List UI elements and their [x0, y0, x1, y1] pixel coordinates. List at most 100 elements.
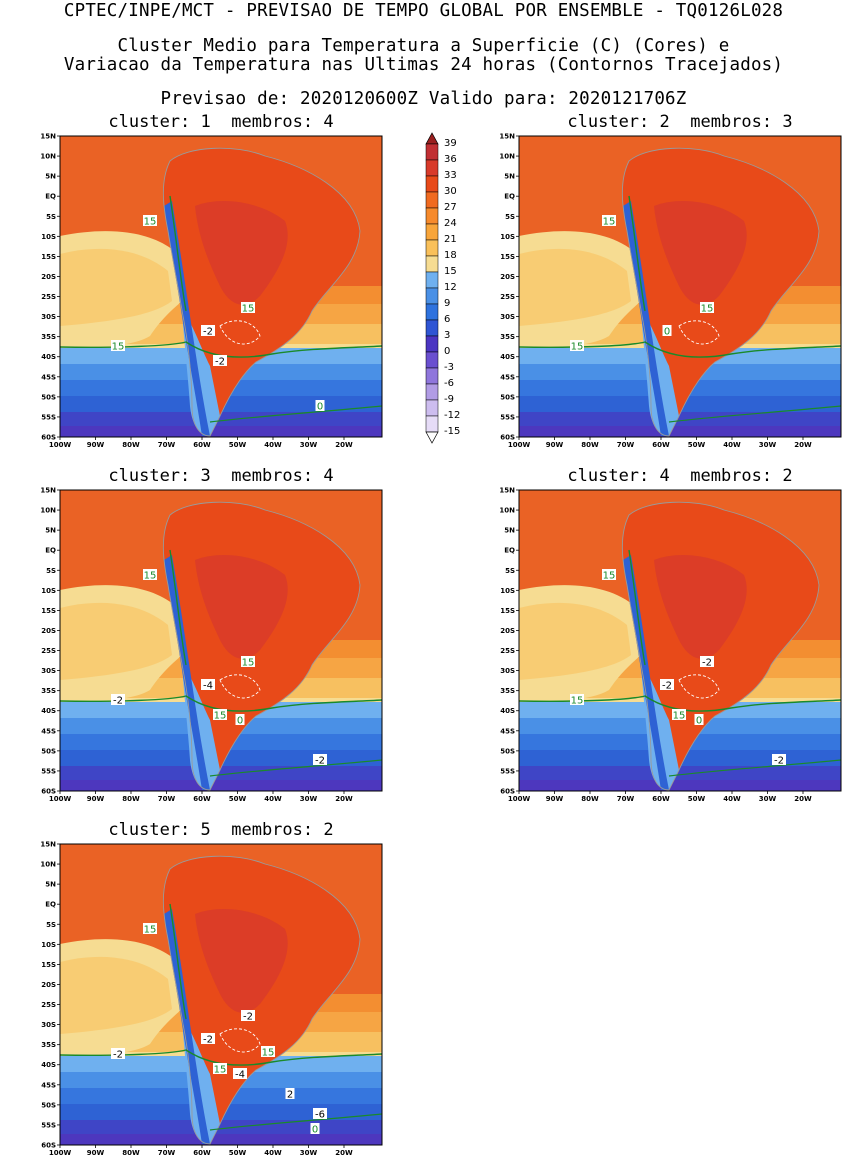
lat-tick-label: 15S	[41, 607, 56, 615]
lat-tick-label: 5S	[46, 213, 56, 221]
lon-tick-label: 20W	[335, 441, 353, 449]
lat-tick-label: 10N	[40, 153, 56, 161]
lon-tick-label: 60W	[652, 795, 670, 803]
contour-label: -2	[213, 355, 227, 368]
colorbar-swatch	[425, 399, 439, 417]
dashed-contour	[678, 320, 720, 345]
temperature-field	[519, 136, 841, 437]
contour-label: 15	[143, 569, 157, 582]
colorbar-swatch	[425, 175, 439, 193]
lat-tick-label: 15N	[40, 133, 56, 141]
lat-tick-label: 10S	[41, 587, 56, 595]
lon-tick-label: 80W	[581, 441, 599, 449]
lon-tick-label: 80W	[122, 441, 140, 449]
svg-text:15: 15	[144, 217, 157, 228]
contour-andes	[169, 195, 187, 312]
map-frame	[59, 843, 383, 1146]
contour-label: 15	[241, 302, 255, 315]
colorbar-label: -3	[444, 362, 454, 373]
lon-tick-label: 20W	[335, 795, 353, 803]
colorbar-swatch	[425, 319, 439, 337]
lon-tick-label: 90W	[87, 795, 105, 803]
colorbar-swatch	[425, 271, 439, 289]
dashed-contour	[219, 674, 261, 699]
lat-tick-label: EQ	[45, 547, 56, 555]
colorbar-swatch	[425, 303, 439, 321]
lon-tick-label: 50W	[229, 795, 247, 803]
svg-text:15: 15	[571, 696, 584, 707]
panel-5-title: cluster: 5 membros: 2	[108, 820, 334, 840]
colorbar-swatch	[425, 367, 439, 385]
colorbar-label: -12	[444, 410, 461, 421]
colorbar-swatch	[425, 239, 439, 257]
lat-tick-label: 20S	[500, 627, 515, 635]
svg-text:15: 15	[571, 342, 584, 353]
colorbar-label: 9	[444, 298, 451, 309]
header-line-4: Previsao de: 2020120600Z Valido para: 20…	[160, 89, 687, 109]
lat-tick-label: 45S	[500, 727, 515, 735]
contour-label: 15	[213, 1063, 227, 1076]
lat-tick-label: 5N	[45, 881, 56, 889]
lat-tick-label: 55S	[41, 413, 56, 421]
lat-tick-label: 15N	[40, 487, 56, 495]
map-panel-cluster-2: 15N 10N 5N EQ 5S 10S 15S 20S 25S 30S 35S 40S 45S 50S 5…	[499, 133, 842, 449]
svg-text:15: 15	[214, 1065, 227, 1076]
lat-tick-label: 45S	[41, 727, 56, 735]
contour-label: -4	[233, 1068, 247, 1081]
contour-0	[209, 1113, 382, 1131]
svg-text:15: 15	[144, 925, 157, 936]
lat-tick-label: 15N	[40, 841, 56, 849]
lat-tick-label: 15N	[499, 487, 515, 495]
lat-tick-label: 50S	[41, 393, 56, 401]
lat-tick-label: 25S	[41, 293, 56, 301]
colorbar-label: 39	[444, 138, 457, 149]
contour-label: 15	[143, 215, 157, 228]
lat-tick-label: 10S	[41, 233, 56, 241]
colorbar-label: 33	[444, 170, 457, 181]
colorbar-label: -6	[444, 378, 454, 389]
lat-tick-label: 35S	[41, 1041, 56, 1049]
lat-tick-label: 40S	[500, 707, 515, 715]
temperature-field	[60, 490, 382, 791]
panel-1-title: cluster: 1 membros: 4	[108, 112, 334, 132]
lon-tick-label: 100W	[49, 795, 72, 803]
lat-tick-label: 5S	[46, 567, 56, 575]
lat-tick-label: 5N	[45, 527, 56, 535]
lon-tick-label: 30W	[300, 441, 318, 449]
map-frame	[59, 489, 383, 792]
lat-tick-label: 15S	[41, 961, 56, 969]
lon-tick-label: 50W	[688, 795, 706, 803]
svg-text:15: 15	[262, 1048, 275, 1059]
contour-label: -2	[241, 1010, 255, 1023]
contour-label: -2	[111, 694, 125, 707]
colorbar-swatch	[425, 159, 439, 177]
lon-tick-label: 20W	[794, 795, 812, 803]
lat-tick-label: EQ	[504, 193, 515, 201]
lat-tick-label: 35S	[41, 333, 56, 341]
lon-tick-label: 50W	[229, 1149, 247, 1157]
lat-tick-label: 25S	[500, 293, 515, 301]
svg-text:15: 15	[603, 571, 616, 582]
map-frame	[59, 135, 383, 438]
svg-text:-2: -2	[774, 756, 784, 767]
contour-label: 0	[694, 714, 704, 727]
lat-tick-label: 25S	[500, 647, 515, 655]
lat-tick-label: 5N	[45, 173, 56, 181]
lon-tick-label: 100W	[508, 441, 531, 449]
coastline	[162, 147, 361, 437]
contour-label: 0	[235, 714, 245, 727]
colorbar-label: -15	[444, 426, 461, 437]
colorbar-swatch	[425, 383, 439, 401]
svg-text:0: 0	[237, 716, 243, 727]
colorbar-label: 27	[444, 202, 457, 213]
lon-tick-label: 40W	[723, 795, 741, 803]
contour-label: 15	[700, 302, 714, 315]
lat-tick-label: 20S	[41, 981, 56, 989]
lat-tick-label: 55S	[41, 767, 56, 775]
svg-text:-2: -2	[113, 696, 123, 707]
panel-4-title: cluster: 4 membros: 2	[567, 466, 793, 486]
contour-label: 15	[672, 709, 686, 722]
colorbar-swatch	[425, 287, 439, 305]
lat-tick-label: 30S	[500, 313, 515, 321]
colorbar-cap-top	[425, 132, 439, 145]
